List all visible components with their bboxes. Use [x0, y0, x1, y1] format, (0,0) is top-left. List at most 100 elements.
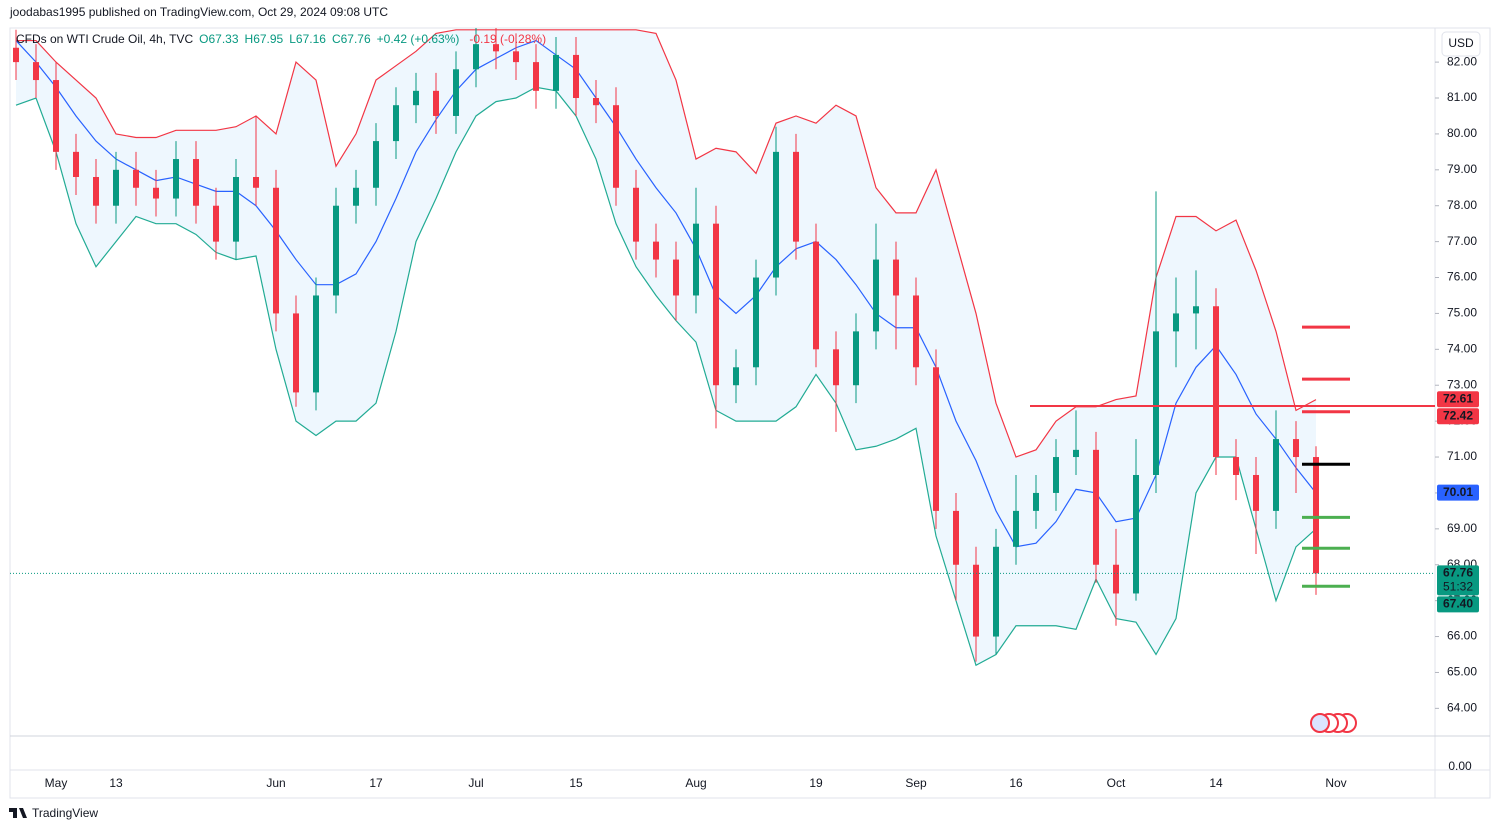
candle-body	[353, 187, 359, 206]
candle-body	[1313, 457, 1319, 574]
candle-body	[133, 169, 139, 188]
attribution: joodabas1995 published on TradingView.co…	[9, 5, 388, 19]
price-label-box	[1437, 484, 1479, 501]
candle-body	[113, 169, 119, 206]
candle-body	[1073, 449, 1079, 458]
x-tick-label: Sep	[905, 776, 927, 790]
frame	[9, 27, 1491, 799]
candle-body	[413, 90, 419, 106]
candle-body	[1053, 457, 1059, 493]
volume-axis-label: 0.00	[1448, 759, 1472, 773]
y-tick-label: 76.00	[1447, 270, 1477, 284]
countdown: 51:32	[1443, 580, 1473, 594]
y-tick-label: 75.00	[1447, 306, 1477, 320]
price-label-box	[1437, 596, 1479, 613]
band-lower	[15, 86, 1317, 667]
legend-value: O67.33	[199, 32, 239, 46]
candle-body	[153, 187, 159, 199]
legend-value: +0.42 (+0.63%)	[377, 32, 460, 46]
candle-body	[773, 151, 779, 278]
y-tick-label: 80.00	[1447, 126, 1477, 140]
candle-body	[333, 205, 339, 296]
candle-body	[1233, 457, 1239, 475]
candle-body	[53, 80, 59, 152]
legend-value: H67.95	[245, 32, 284, 46]
candle-body	[813, 241, 819, 350]
candle-body	[993, 546, 999, 637]
candle-body	[93, 176, 99, 206]
candle-body	[893, 259, 899, 296]
price-label: 72.42	[1443, 408, 1473, 422]
y-tick-label: 81.00	[1447, 90, 1477, 104]
brand: TradingView	[32, 806, 98, 820]
candle-body	[373, 141, 379, 188]
candle-body	[1173, 313, 1179, 332]
candle-body	[193, 159, 199, 206]
candle-body	[953, 510, 959, 565]
candle-body	[1093, 449, 1099, 565]
x-tick-label: Jul	[468, 776, 483, 790]
price-label: 67.40	[1443, 597, 1473, 611]
candle-body	[853, 331, 859, 386]
candle-body	[593, 98, 599, 106]
candle-body	[933, 367, 939, 511]
candle-body	[513, 51, 519, 63]
candle-body	[33, 62, 39, 81]
candle-body	[1213, 306, 1219, 458]
x-tick-label: Oct	[1107, 776, 1126, 790]
x-tick-label: Nov	[1325, 776, 1346, 790]
y-tick-label: 78.00	[1447, 198, 1477, 212]
candle-body	[1193, 306, 1199, 314]
candle-body	[433, 90, 439, 116]
candle-body	[673, 259, 679, 296]
candle-body	[1013, 510, 1019, 547]
flags-icon	[1310, 713, 1357, 733]
candle-body	[473, 44, 479, 70]
band-middle	[15, 39, 1317, 548]
brand-logo	[9, 808, 27, 818]
legend-value: L67.16	[289, 32, 326, 46]
candle-body	[913, 295, 919, 368]
plot-area	[13, 28, 1435, 667]
candle-body	[553, 54, 559, 91]
candle-body	[833, 349, 839, 386]
y-tick-label: 64.00	[1447, 701, 1477, 715]
candle-body	[613, 105, 619, 188]
x-tick-label: 16	[1009, 776, 1023, 790]
symbol-title: CFDs on WTI Crude Oil, 4h, TVC	[16, 32, 193, 46]
y-tick-label: 71.00	[1447, 449, 1477, 463]
currency[interactable]: USD	[1448, 36, 1474, 50]
candle-body	[13, 47, 19, 63]
y-tick-label: 73.00	[1447, 377, 1477, 391]
candle-body	[653, 241, 659, 260]
candle-body	[1253, 474, 1259, 511]
price-label-box	[1437, 565, 1479, 596]
candle-body	[253, 176, 259, 188]
candle-body	[73, 151, 79, 177]
legend: CFDs on WTI Crude Oil, 4h, TVC O67.33 H67.…	[16, 32, 546, 46]
candle-body	[453, 69, 459, 116]
candle-body	[733, 367, 739, 386]
x-tick-label: 15	[569, 776, 583, 790]
currency-button[interactable]	[1441, 31, 1481, 57]
y-tick-label: 66.00	[1447, 629, 1477, 643]
candle-body	[393, 105, 399, 142]
y-tick-label: 77.00	[1447, 234, 1477, 248]
x-tick-label: 17	[369, 776, 383, 790]
price-label-box	[1437, 391, 1479, 408]
candle-body	[973, 564, 979, 637]
candle-body	[273, 187, 279, 314]
x-tick-label: Aug	[685, 776, 706, 790]
candle-body	[213, 205, 219, 242]
y-tick-label: 65.00	[1447, 665, 1477, 679]
y-tick-label: 74.00	[1447, 342, 1477, 356]
candle-body	[1033, 492, 1039, 511]
candle-body	[693, 223, 699, 296]
x-tick-label: May	[45, 776, 68, 790]
candle-body	[533, 62, 539, 91]
candle-body	[293, 313, 299, 393]
price-label: 70.01	[1443, 485, 1473, 499]
